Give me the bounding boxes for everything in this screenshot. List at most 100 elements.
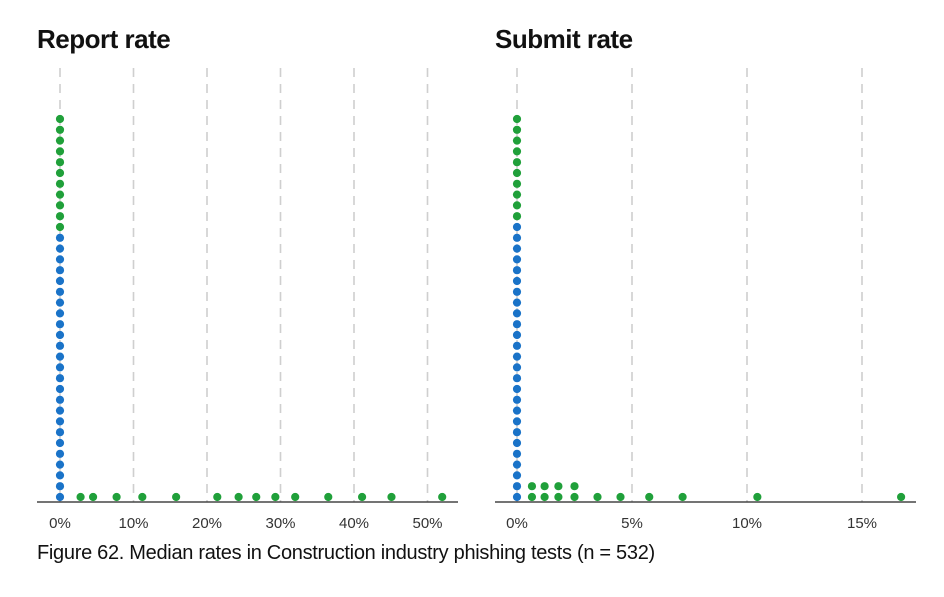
submit-dot	[512, 147, 522, 156]
submit-dot	[512, 276, 522, 286]
report-dot	[55, 438, 65, 448]
report-dot	[55, 212, 65, 221]
report-dot	[55, 125, 65, 134]
submit-dot	[540, 482, 549, 491]
report-dot	[55, 384, 65, 394]
submit-dot	[512, 190, 522, 199]
submit-dot	[512, 320, 522, 329]
submit-dot	[512, 136, 522, 145]
report-dot	[55, 179, 65, 188]
report-x-tick-label: 40%	[339, 515, 369, 532]
submit-dot	[554, 492, 563, 502]
report-dot	[55, 287, 65, 296]
report-dot	[55, 471, 65, 480]
submit-dot	[512, 341, 522, 350]
submit-dot	[512, 125, 522, 134]
report-dot	[88, 492, 98, 502]
submit-dot	[512, 114, 522, 124]
report-dot	[55, 309, 65, 318]
report-dot	[55, 341, 65, 350]
submit-dot	[512, 233, 522, 242]
report-dot	[55, 298, 65, 307]
submit-dot	[527, 482, 537, 491]
report-dot	[55, 222, 65, 232]
submit-dot	[512, 298, 522, 307]
report-dot	[271, 492, 280, 502]
submit-dot	[645, 492, 654, 502]
report-dot	[55, 158, 65, 167]
submit-dot	[512, 244, 522, 253]
report-dot	[55, 320, 65, 329]
report-dot	[112, 492, 121, 502]
report-dot	[55, 147, 65, 156]
submit-dot	[512, 287, 522, 296]
report-dot	[234, 492, 243, 502]
report-dot	[55, 244, 65, 253]
report-dot	[387, 492, 396, 502]
submit-dot	[554, 482, 563, 491]
submit-dot	[570, 492, 579, 502]
report-dot	[55, 136, 65, 145]
report-x-tick-label: 10%	[118, 515, 148, 532]
submit-dot	[512, 492, 522, 502]
report-dot	[438, 492, 447, 502]
submit-dot	[512, 309, 522, 318]
submit-dot	[512, 363, 522, 372]
submit-dot	[512, 471, 522, 480]
submit-x-tick-label: 15%	[847, 515, 877, 532]
report-rate-chart: 0% 10% 20% 30% 40% 50%	[37, 68, 458, 532]
report-dot	[55, 266, 65, 275]
report-dot	[55, 460, 65, 469]
submit-dot	[540, 492, 549, 502]
submit-dot	[527, 492, 537, 502]
report-dot	[252, 492, 261, 502]
report-dot	[55, 492, 65, 502]
report-dot	[55, 428, 65, 437]
report-x-tick-label: 0%	[49, 515, 71, 532]
submit-dot	[512, 417, 522, 426]
submit-dot	[512, 222, 522, 232]
submit-rate-title: Submit rate	[495, 24, 633, 54]
submit-dot	[512, 255, 522, 264]
report-dot	[55, 233, 65, 242]
submit-dot	[678, 492, 687, 502]
submit-dot	[616, 492, 625, 502]
submit-dot	[512, 330, 522, 340]
submit-dot	[512, 266, 522, 275]
submit-x-tick-label: 0%	[506, 515, 528, 532]
submit-dot	[512, 201, 522, 210]
submit-dot	[512, 395, 522, 404]
report-dot	[55, 374, 65, 383]
submit-dot	[753, 492, 762, 502]
submit-dot	[512, 482, 522, 491]
report-dot	[55, 352, 65, 361]
report-x-tick-label: 20%	[192, 515, 222, 532]
submit-dot	[512, 406, 522, 415]
submit-dot	[897, 492, 906, 502]
report-dot	[324, 492, 333, 502]
report-dot	[76, 492, 85, 502]
submit-dot	[512, 438, 522, 448]
submit-dot	[512, 158, 522, 167]
submit-dot	[570, 482, 579, 491]
report-x-tick-label: 30%	[265, 515, 295, 532]
report-dot	[55, 114, 65, 124]
figure-caption: Figure 62. Median rates in Construction …	[37, 542, 655, 564]
report-dot	[55, 417, 65, 426]
report-rate-title: Report rate	[37, 24, 171, 54]
submit-dot	[512, 374, 522, 383]
submit-dot	[512, 428, 522, 437]
submit-dot	[512, 352, 522, 361]
submit-x-tick-label: 5%	[621, 515, 643, 532]
submit-dot	[512, 460, 522, 469]
report-dot	[55, 201, 65, 210]
submit-dot	[512, 449, 522, 458]
report-dot	[357, 492, 367, 502]
report-dot	[55, 255, 65, 264]
submit-dot	[512, 168, 522, 178]
submit-x-tick-label: 10%	[732, 515, 762, 532]
report-dot	[55, 363, 65, 372]
submit-dot	[512, 384, 522, 394]
submit-dot	[593, 492, 602, 502]
